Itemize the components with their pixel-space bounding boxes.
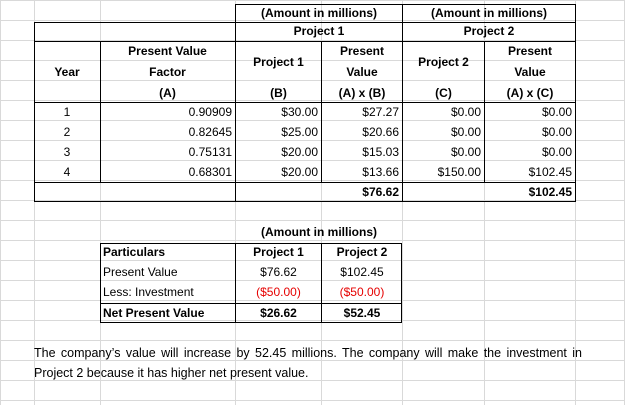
col-header-project-2-code: (C) bbox=[435, 86, 452, 100]
npv-row-label: Less: Investment bbox=[103, 285, 194, 299]
npv-row-project-1: ($50.00) bbox=[256, 285, 301, 299]
npv-col-project-1: Project 1 bbox=[253, 245, 304, 259]
table-row-factor: 0.90909 bbox=[188, 105, 232, 119]
npv-row-label: Present Value bbox=[103, 265, 178, 279]
col-header-pvf-line2: Factor bbox=[149, 65, 186, 79]
npv-col-project-2: Project 2 bbox=[336, 245, 388, 259]
total-pv1: $76.62 bbox=[362, 185, 399, 199]
table-row-project-2: $0.00 bbox=[450, 125, 481, 139]
col-header-project-1: Project 1 bbox=[253, 55, 304, 69]
table-row-year: 4 bbox=[63, 165, 71, 179]
table-row-pv2: $0.00 bbox=[541, 145, 572, 159]
amount-header-project-2: (Amount in millions) bbox=[431, 6, 547, 20]
col-header-project-1-code: (B) bbox=[270, 86, 287, 100]
col-header-pv1-code: (A) x (B) bbox=[338, 86, 386, 100]
col-header-year: Year bbox=[54, 65, 80, 79]
col-header-pvf-code: (A) bbox=[159, 86, 176, 100]
npv-row-project-2: $102.45 bbox=[340, 265, 384, 279]
table-row-year: 1 bbox=[63, 105, 71, 119]
col-header-pv1-line2: Value bbox=[346, 65, 378, 79]
col-header-pv2-line2: Value bbox=[514, 65, 546, 79]
table-row-project-1: $20.00 bbox=[281, 165, 318, 179]
amount-header-project-1: (Amount in millions) bbox=[261, 6, 377, 20]
npv-col-particulars: Particulars bbox=[103, 245, 166, 259]
table-row-pv1: $15.03 bbox=[362, 145, 399, 159]
npv-row-project-1: $26.62 bbox=[260, 306, 297, 320]
table-row-pv2: $0.00 bbox=[541, 125, 572, 139]
total-pv2: $102.45 bbox=[528, 185, 572, 199]
table-row-pv2: $0.00 bbox=[541, 105, 572, 119]
table-row-project-1: $30.00 bbox=[281, 105, 318, 119]
conclusion-note: The company’s value will increase by 52.… bbox=[34, 346, 582, 380]
col-header-pv2-code: (A) x (C) bbox=[506, 86, 554, 100]
table-row-project-1: $25.00 bbox=[281, 125, 318, 139]
col-header-pv1-line1: Present bbox=[339, 44, 385, 58]
table-row-year: 2 bbox=[63, 125, 71, 139]
table-row-pv1: $20.66 bbox=[362, 125, 399, 139]
col-header-project-2: Project 2 bbox=[418, 55, 469, 69]
col-header-pv2-line1: Present bbox=[507, 44, 553, 58]
table-row-pv1: $13.66 bbox=[362, 165, 399, 179]
table-row-project-1: $20.00 bbox=[281, 145, 318, 159]
table-row-project-2: $0.00 bbox=[450, 105, 481, 119]
table-row-factor: 0.75131 bbox=[188, 145, 232, 159]
table-row-pv1: $27.27 bbox=[362, 105, 399, 119]
npv-row-project-1: $76.62 bbox=[260, 265, 297, 279]
npv-row-label: Net Present Value bbox=[103, 306, 205, 320]
table-row-year: 3 bbox=[63, 145, 71, 159]
table-row-factor: 0.68301 bbox=[188, 165, 232, 179]
header-project-2: Project 2 bbox=[463, 24, 515, 38]
table-row-project-2: $0.00 bbox=[450, 145, 481, 159]
header-project-1: Project 1 bbox=[293, 24, 345, 38]
table-row-factor: 0.82645 bbox=[188, 125, 232, 139]
npv-row-project-2: ($50.00) bbox=[339, 285, 385, 299]
table-row-pv2: $102.45 bbox=[528, 165, 572, 179]
table-row-project-2: $150.00 bbox=[437, 165, 481, 179]
col-header-pvf-line1: Present Value bbox=[128, 44, 207, 58]
npv-amount-header: (Amount in millions) bbox=[261, 225, 377, 239]
npv-row-project-2: $52.45 bbox=[343, 306, 381, 320]
